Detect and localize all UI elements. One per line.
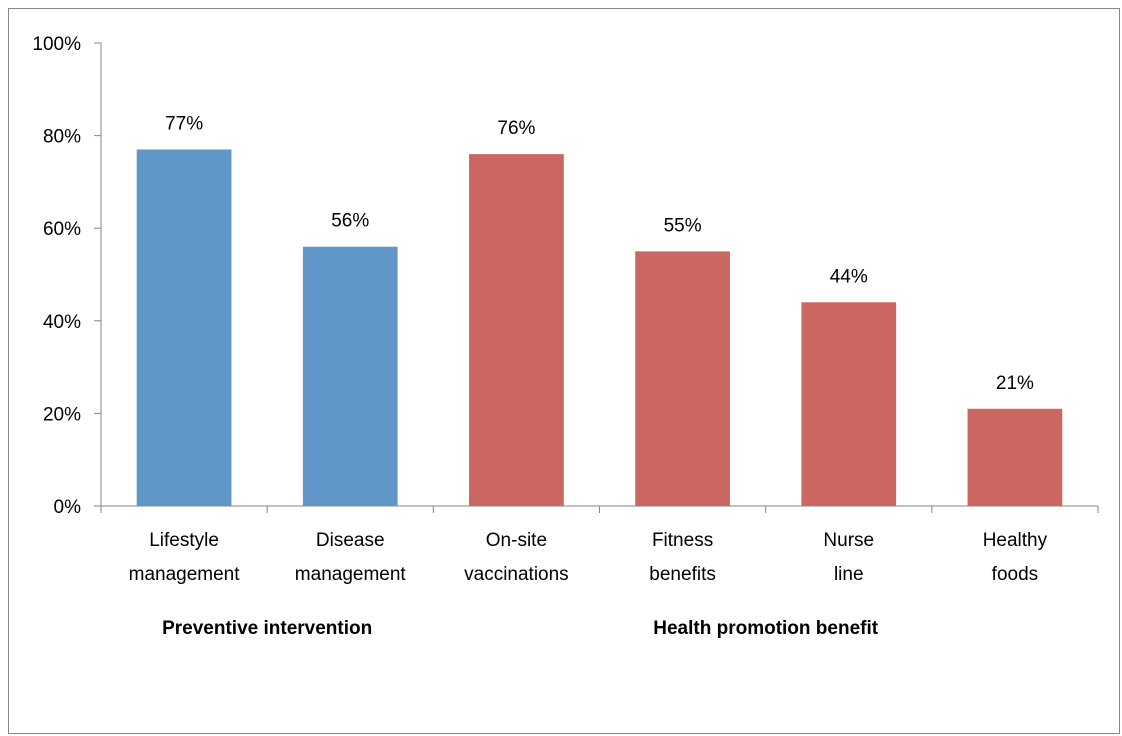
x-category-label: benefits: [649, 564, 716, 585]
bar: [635, 251, 730, 506]
bar: [302, 246, 398, 506]
x-category-label: Healthy: [983, 530, 1048, 551]
x-category-label: Fitness: [652, 530, 713, 551]
y-tick-label: 0%: [54, 497, 82, 518]
data-label: 76%: [497, 118, 535, 139]
y-tick-label: 20%: [43, 404, 81, 425]
bar: [469, 154, 564, 506]
x-category-label: line: [834, 564, 864, 585]
data-label: 77%: [165, 113, 203, 134]
x-category-label: On-site: [486, 530, 547, 551]
data-label: 44%: [830, 266, 868, 287]
y-tick-label: 80%: [43, 127, 81, 148]
x-category-label: Nurse: [823, 530, 874, 551]
y-tick-label: 40%: [43, 312, 81, 333]
data-label: 21%: [996, 373, 1034, 394]
bar: [967, 408, 1063, 506]
group-label: Health promotion benefit: [653, 618, 879, 639]
group-label: Preventive intervention: [162, 618, 372, 639]
x-category-label: Disease: [316, 530, 385, 551]
data-label: 55%: [664, 215, 702, 236]
x-category-label: foods: [992, 564, 1038, 585]
bar: [801, 302, 897, 506]
x-category-label: management: [129, 564, 241, 585]
x-category-label: Lifestyle: [149, 530, 219, 551]
x-category-label: management: [295, 564, 407, 585]
y-tick-label: 100%: [32, 34, 81, 55]
y-tick-label: 60%: [43, 219, 81, 240]
data-label: 56%: [331, 211, 369, 232]
x-category-label: vaccinations: [464, 564, 569, 585]
bar: [136, 149, 232, 507]
